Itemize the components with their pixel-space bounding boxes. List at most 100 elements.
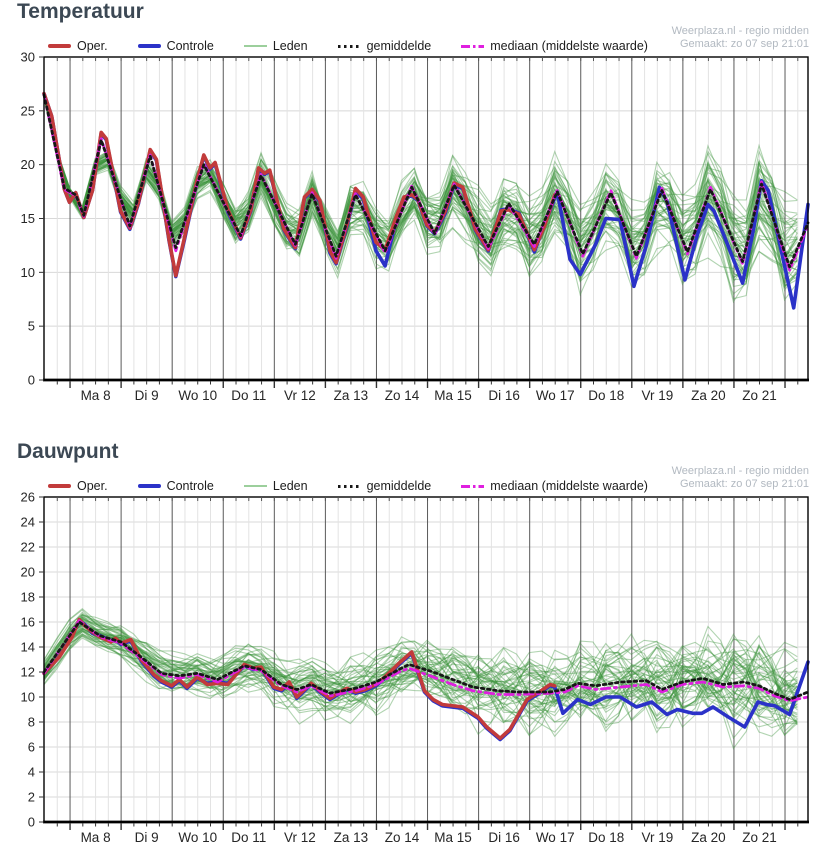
series-gemiddelde-line (42, 620, 810, 701)
legend-label: Controle (166, 479, 214, 493)
svg-text:Wo 17: Wo 17 (536, 388, 575, 403)
svg-text:2: 2 (28, 790, 35, 805)
svg-text:10: 10 (21, 265, 35, 280)
svg-text:Vr 12: Vr 12 (284, 830, 316, 845)
legend-label: Oper. (77, 479, 108, 493)
svg-text:0: 0 (28, 373, 35, 388)
legend-label: Controle (166, 39, 214, 53)
y-axis-labels: 0 5 10 15 20 25 30 (21, 50, 35, 388)
svg-text:24: 24 (21, 515, 35, 530)
svg-text:12: 12 (21, 665, 35, 680)
legend-label: gemiddelde (366, 39, 432, 53)
legend-item-controle: Controle (137, 479, 214, 493)
svg-text:4: 4 (28, 765, 35, 780)
svg-text:20: 20 (21, 565, 35, 580)
svg-text:Za 13: Za 13 (334, 830, 369, 845)
watermark: Weerplaza.nl - regio midden Gemaakt: zo … (672, 25, 809, 51)
svg-text:Vr 19: Vr 19 (641, 388, 673, 403)
svg-text:Do 18: Do 18 (588, 830, 624, 845)
watermark-created: Gemaakt: zo 07 sep 21:01 (679, 478, 809, 490)
legend-label: gemiddelde (366, 479, 432, 493)
svg-text:Za 20: Za 20 (691, 830, 726, 845)
axis-ticks (39, 496, 799, 830)
x-axis-day-labels: Ma 8 Di 9 Wo 10 Do 11 Vr 12 Za 13 Zo 14 Ma 15 Di… (81, 388, 777, 403)
legend-label: Leden (272, 39, 308, 53)
leden-line-swatch (243, 45, 267, 47)
svg-text:30: 30 (21, 50, 35, 65)
legend-label: Oper. (77, 39, 108, 53)
watermark-created: Gemaakt: zo 07 sep 21:01 (679, 38, 809, 50)
svg-text:Ma 8: Ma 8 (81, 830, 111, 845)
svg-text:Zo 14: Zo 14 (385, 830, 420, 845)
svg-text:8: 8 (28, 715, 35, 730)
svg-text:Zo 14: Zo 14 (385, 388, 420, 403)
x-axis-day-labels: Ma 8 Di 9 Wo 10 Do 11 Vr 12 Za 13 Zo 14 Ma 15 Di… (81, 830, 777, 845)
series-mediaan-line (42, 619, 810, 703)
svg-text:Di 16: Di 16 (488, 830, 520, 845)
svg-text:Zo 21: Zo 21 (742, 830, 777, 845)
svg-text:Wo 10: Wo 10 (178, 388, 217, 403)
watermark: Weerplaza.nl - regio midden Gemaakt: zo … (672, 465, 809, 491)
svg-text:Vr 12: Vr 12 (284, 388, 316, 403)
gemiddelde-line-swatch (337, 484, 361, 488)
svg-text:Za 13: Za 13 (334, 388, 369, 403)
legend-item-leden: Leden (243, 479, 308, 493)
svg-text:Do 11: Do 11 (231, 830, 266, 845)
legend-item-controle: Controle (137, 39, 214, 53)
legend: Oper. Controle Leden gemiddelde mediaan … (48, 479, 648, 493)
legend-item-oper: Oper. (48, 479, 108, 493)
svg-text:25: 25 (21, 103, 35, 118)
legend-item-leden: Leden (243, 39, 308, 53)
svg-text:Ma 8: Ma 8 (81, 388, 111, 403)
svg-text:Di 9: Di 9 (135, 830, 159, 845)
legend-label: Leden (272, 479, 308, 493)
svg-text:15: 15 (21, 211, 35, 226)
svg-text:26: 26 (21, 490, 35, 505)
svg-text:Wo 17: Wo 17 (536, 830, 575, 845)
temperature-section: Temperatuur Weerplaza.nl - regio midden … (17, 0, 810, 403)
leden-line-swatch (243, 485, 267, 487)
dewpoint-chart-title: Dauwpunt (17, 440, 119, 463)
svg-text:20: 20 (21, 157, 35, 172)
svg-text:0: 0 (28, 815, 35, 830)
svg-text:Ma 15: Ma 15 (434, 830, 472, 845)
svg-text:16: 16 (21, 615, 35, 630)
day-boundary-lines (69, 497, 786, 822)
controle-line-swatch (137, 484, 161, 488)
mediaan-line-swatch (461, 44, 485, 48)
plot-frame (43, 496, 809, 824)
axis-ticks (39, 56, 799, 388)
svg-text:Di 16: Di 16 (488, 388, 520, 403)
legend-item-gemiddelde: gemiddelde (337, 39, 432, 53)
oper-line-swatch (48, 44, 71, 48)
svg-text:Do 18: Do 18 (588, 388, 624, 403)
legend-item-gemiddelde: gemiddelde (337, 479, 432, 493)
watermark-source: Weerplaza.nl - regio midden (671, 465, 809, 477)
legend-item-mediaan: mediaan (middelste waarde) (461, 479, 648, 493)
controle-line-swatch (137, 44, 161, 48)
svg-text:Zo 21: Zo 21 (742, 388, 777, 403)
svg-text:22: 22 (21, 540, 35, 555)
dewpoint-section: Dauwpunt Weerplaza.nl - regio midden Gem… (0, 440, 839, 851)
svg-text:5: 5 (28, 319, 35, 334)
svg-text:Di 9: Di 9 (135, 388, 159, 403)
svg-text:6: 6 (28, 740, 35, 755)
oper-line-swatch (48, 484, 71, 488)
legend-label: mediaan (middelste waarde) (490, 479, 648, 493)
legend-item-mediaan: mediaan (middelste waarde) (461, 39, 648, 53)
watermark-source: Weerplaza.nl - regio midden (671, 25, 809, 37)
svg-text:Wo 10: Wo 10 (178, 830, 217, 845)
h-gridlines (44, 521, 808, 798)
series-gemiddelde-line (42, 93, 810, 269)
svg-text:Do 11: Do 11 (231, 388, 266, 403)
legend-item-oper: Oper. (48, 39, 108, 53)
legend: Oper. Controle Leden gemiddelde mediaan … (48, 39, 648, 53)
svg-text:14: 14 (21, 640, 35, 655)
mediaan-line-swatch (461, 484, 485, 488)
svg-text:18: 18 (21, 590, 35, 605)
svg-text:Vr 19: Vr 19 (641, 830, 673, 845)
temperature-chart-svg: 0 5 10 15 20 25 30 Ma 8 Di 9 Wo 10 Do 11 Vr 12 Za 13… (21, 50, 810, 403)
temperature-chart-title: Temperatuur (17, 0, 144, 23)
